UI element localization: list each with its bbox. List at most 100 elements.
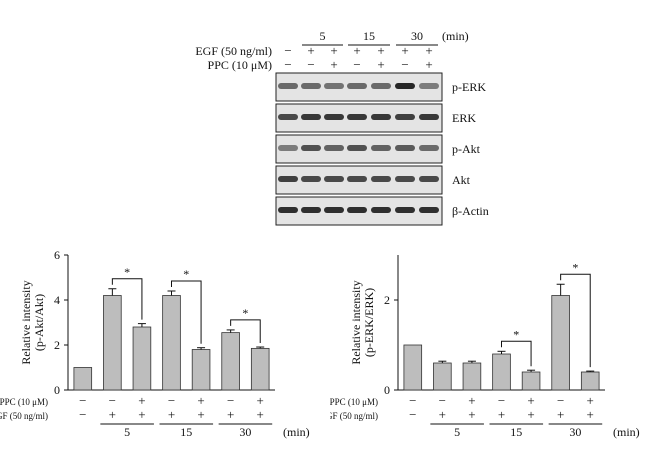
blot-band: [324, 83, 344, 89]
blot-egf-sign: +: [377, 43, 384, 58]
ppc-sign: −: [168, 393, 175, 408]
blot-band: [301, 207, 321, 213]
blot-time-label: 15: [363, 29, 375, 43]
significance-star: *: [513, 327, 519, 341]
ppc-sign: −: [557, 393, 564, 408]
ppc-sign: −: [79, 393, 86, 408]
y-axis-label: Relative intensity(p-ERK/ERK): [349, 280, 376, 364]
y-tick-label: 0: [54, 383, 60, 397]
blot-band: [301, 83, 321, 89]
blot-band: [301, 114, 321, 120]
y-tick-label: 2: [54, 338, 60, 352]
time-group-label: 5: [124, 425, 130, 439]
egf-sign: +: [168, 407, 175, 422]
bar: [403, 344, 423, 391]
y-axis-label: Relative intensity(p-Akt/Akt): [19, 280, 46, 364]
ppc-sign: −: [409, 393, 416, 408]
egf-row-label: EGF (50 ng/ml): [330, 411, 378, 421]
blot-band: [324, 145, 344, 151]
blot-time-unit: (min): [442, 29, 469, 43]
ppc-sign: +: [587, 393, 594, 408]
y-tick-label: 4: [54, 293, 60, 307]
blot-band-label: β-Actin: [452, 204, 489, 218]
blot-band: [347, 207, 367, 213]
significance-bracket: [111, 278, 143, 320]
egf-sign: +: [587, 407, 594, 422]
significance-bracket: [230, 319, 261, 344]
egf-sign: +: [138, 407, 145, 422]
blot-band: [278, 145, 298, 151]
blot-band: [371, 83, 391, 89]
blot-ppc-sign: −: [284, 57, 291, 72]
blot-band: [347, 176, 367, 182]
significance-bracket: [501, 340, 532, 367]
blot-egf-sign: −: [284, 43, 291, 58]
time-group-label: 5: [454, 425, 460, 439]
bar: [462, 362, 482, 391]
blot-band-label: ERK: [452, 111, 476, 125]
akt-bar-chart: 0 2 4 6 Relative intensity(p-Akt/Akt) * * * PPC …: [0, 248, 310, 439]
bar: [73, 367, 93, 391]
bar: [103, 295, 122, 391]
blot-band: [278, 207, 298, 213]
blot-ppc-sign: −: [353, 57, 360, 72]
egf-sign: +: [557, 407, 564, 422]
bar: [580, 371, 600, 391]
blot-band: [301, 176, 321, 182]
y-axis-label-line: (p-Akt/Akt): [32, 294, 46, 351]
time-unit-label: (min): [613, 425, 640, 439]
blot-egf-sign: +: [330, 43, 337, 58]
ppc-sign: +: [468, 393, 475, 408]
egf-sign: +: [498, 407, 505, 422]
egf-sign: +: [197, 407, 204, 422]
y-axis-label-line: Relative intensity: [349, 280, 363, 364]
blot-band: [371, 114, 391, 120]
blot-band: [301, 145, 321, 151]
blot-egf-sign: +: [401, 43, 408, 58]
ppc-sign: −: [439, 393, 446, 408]
blot-ppc-sign: −: [307, 57, 314, 72]
ppc-sign: +: [138, 393, 145, 408]
blot-band: [347, 83, 367, 89]
blot-band: [419, 145, 439, 151]
bar: [191, 349, 211, 391]
bar: [221, 332, 240, 391]
time-group-label: 30: [569, 425, 581, 439]
blot-band: [395, 145, 415, 151]
egf-sign: +: [527, 407, 534, 422]
significance-star: *: [124, 265, 130, 279]
ppc-sign: −: [498, 393, 505, 408]
blot-egf-sign: +: [353, 43, 360, 58]
egf-sign: +: [227, 407, 234, 422]
blot-band: [324, 176, 344, 182]
ppc-row-label: PPC (10 μM): [0, 397, 48, 407]
blot-bands: p-ERK ERK p-Akt Akt β-Actin: [275, 72, 489, 226]
significance-bracket: [560, 273, 591, 368]
blot-band: [419, 114, 439, 120]
egf-row-label: EGF (50 ng/ml): [0, 411, 48, 421]
blot-egf-sign: +: [307, 43, 314, 58]
bar: [551, 295, 570, 391]
blot-band-label: Akt: [452, 173, 471, 187]
blot-egf-label: EGF (50 ng/ml): [195, 44, 272, 58]
blot-band-label: p-Akt: [452, 142, 481, 156]
blot-time-label: 5: [320, 29, 326, 43]
y-axis-label-line: (p-ERK/ERK): [362, 288, 376, 357]
ppc-sign: −: [227, 393, 234, 408]
egf-sign: +: [257, 407, 264, 422]
time-group-label: 15: [510, 425, 522, 439]
blot-band: [419, 83, 439, 89]
blot-band: [395, 114, 415, 120]
significance-star: *: [572, 260, 578, 274]
erk-bar-chart: 0 2 Relative intensity(p-ERK/ERK) * * PPC (10…: [330, 255, 640, 439]
bar: [521, 371, 541, 391]
egf-sign: +: [439, 407, 446, 422]
egf-sign: +: [468, 407, 475, 422]
blot-ppc-sign: −: [401, 57, 408, 72]
significance-star: *: [242, 306, 248, 320]
bar: [250, 347, 270, 391]
blot-band: [419, 207, 439, 213]
y-axis-label-line: Relative intensity: [19, 280, 33, 364]
blot-band: [395, 207, 415, 213]
blot-band: [395, 176, 415, 182]
